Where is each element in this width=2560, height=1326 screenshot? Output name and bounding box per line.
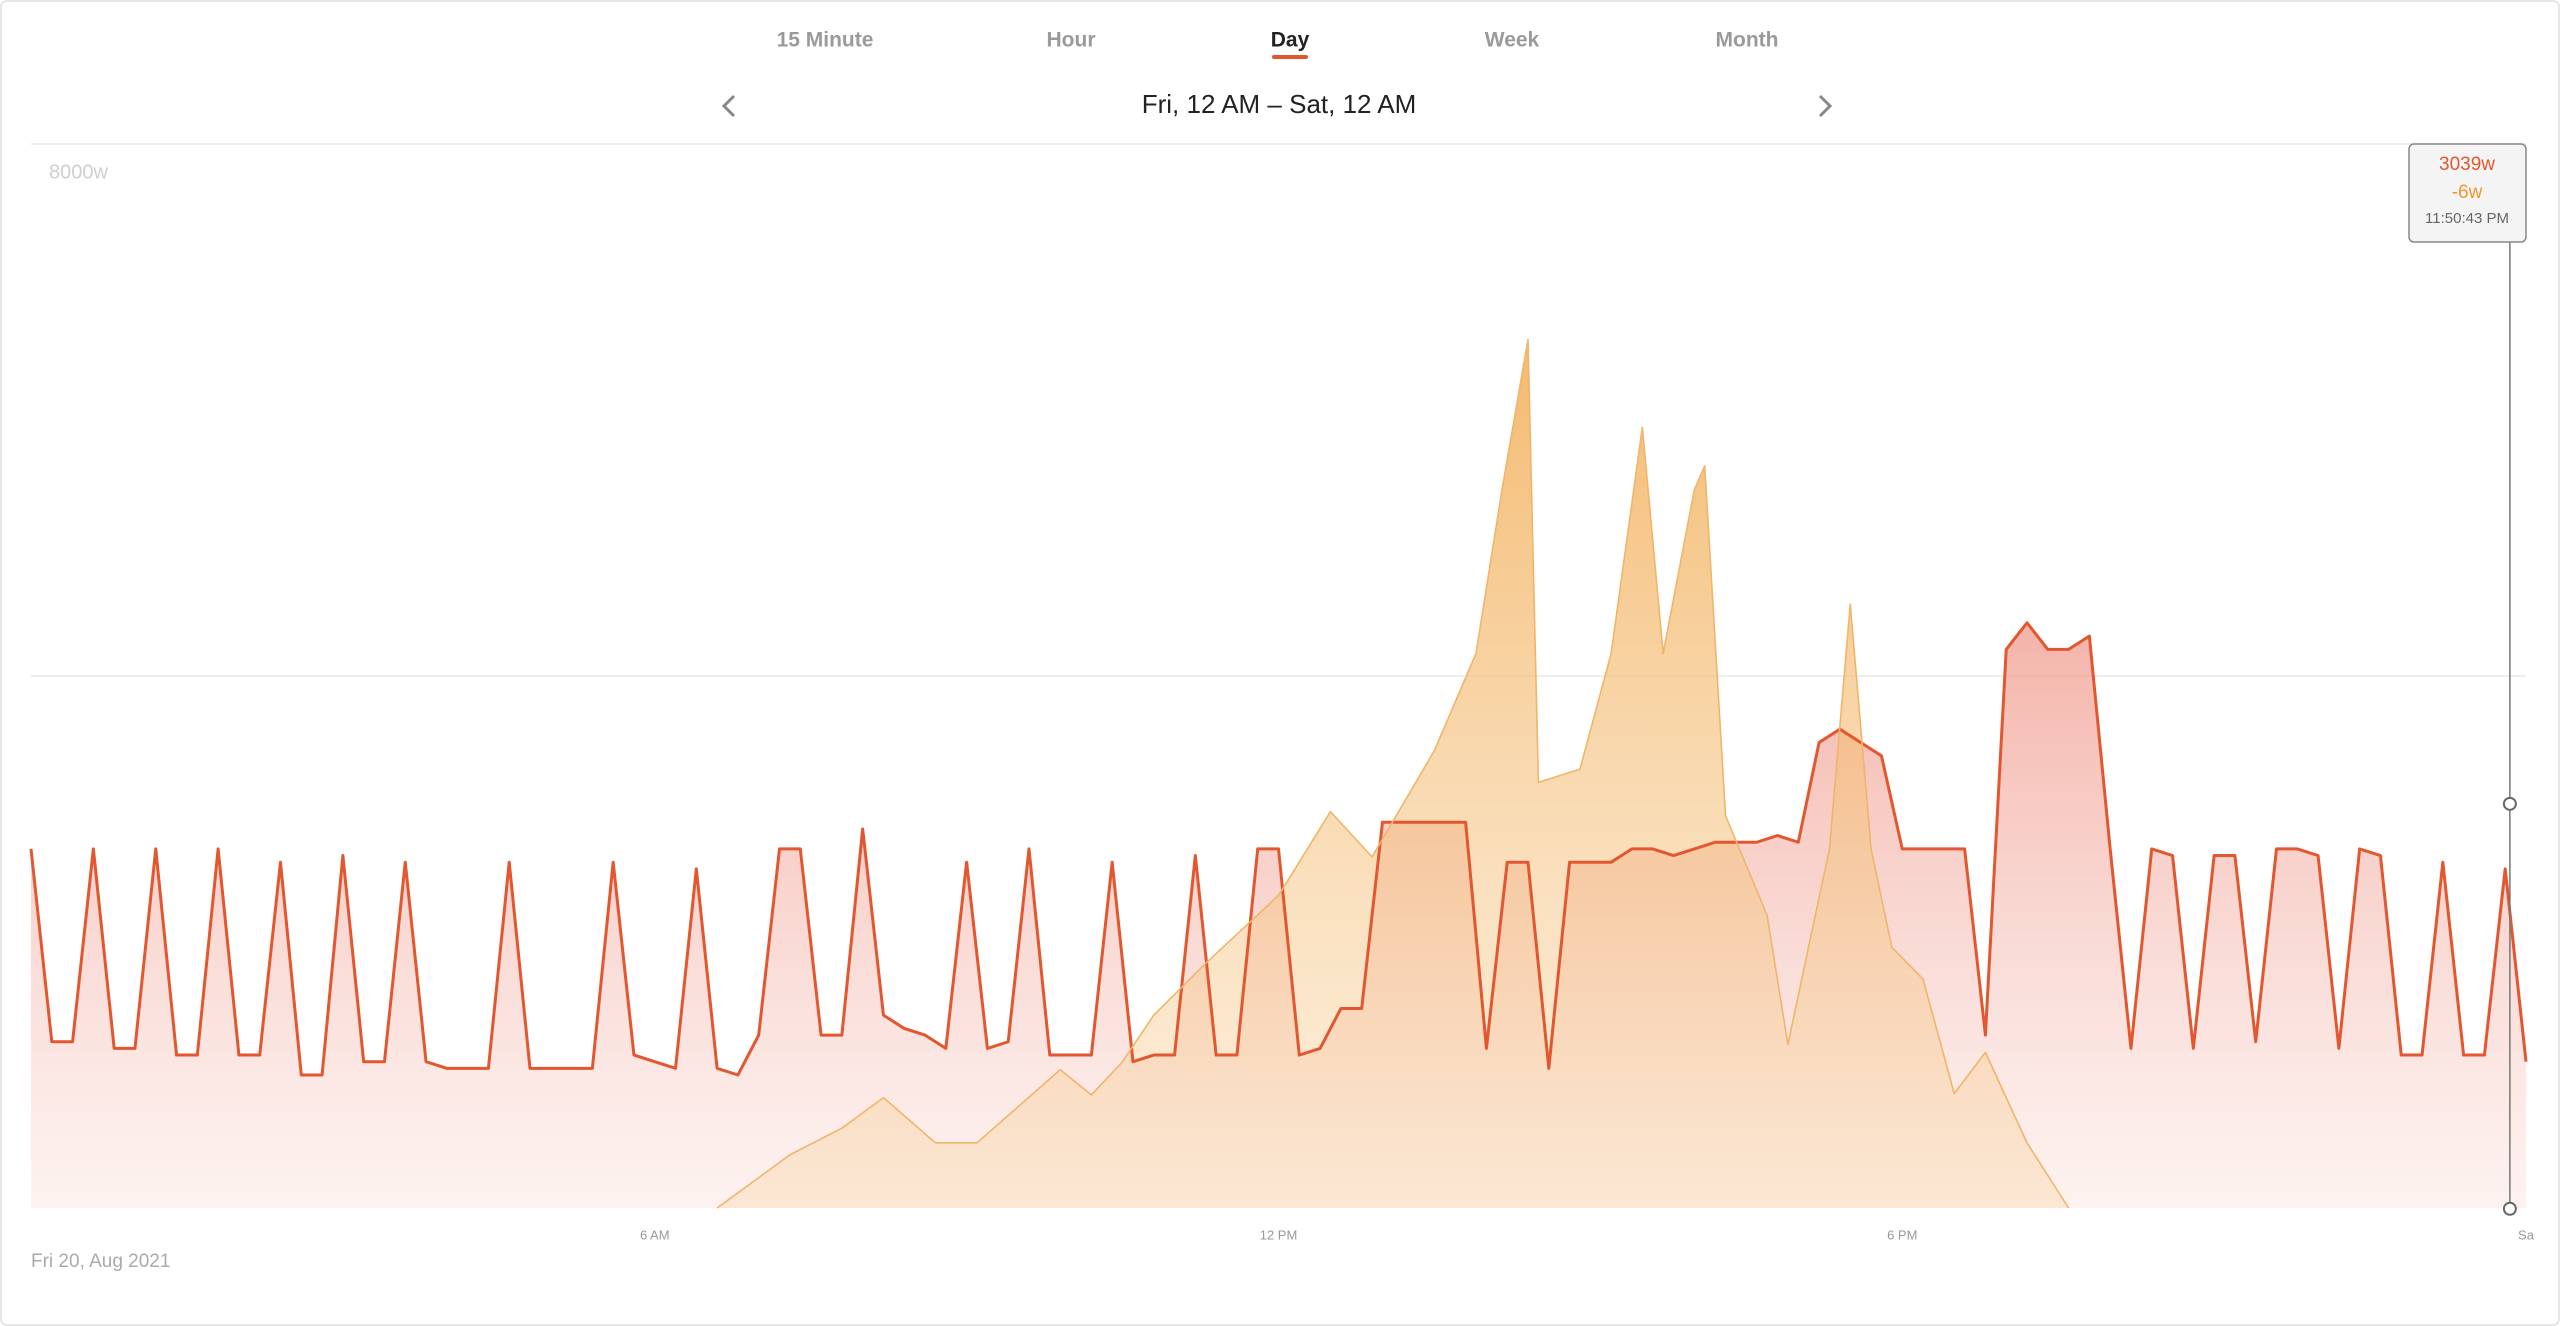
range-title: Fri, 12 AM – Sat, 12 AM xyxy=(1142,89,1417,119)
tooltip-value: 3039w xyxy=(2439,154,2495,175)
next-arrow[interactable] xyxy=(1818,94,1833,118)
tooltip-time: 11:50:43 PM xyxy=(2425,210,2509,227)
x-tick-label: 6 PM xyxy=(1887,1227,1917,1242)
date-label: Fri 20, Aug 2021 xyxy=(31,1251,170,1272)
x-tick-label: Sa xyxy=(2518,1227,2535,1242)
prev-arrow[interactable] xyxy=(721,94,736,118)
tab[interactable]: Month xyxy=(1716,29,1779,52)
tab[interactable]: Week xyxy=(1485,29,1540,52)
x-tick-label: 12 PM xyxy=(1260,1227,1298,1242)
cursor-point xyxy=(2502,1201,2517,1216)
tab[interactable]: Day xyxy=(1271,29,1310,52)
series-line xyxy=(716,338,2070,1209)
cursor-point xyxy=(2502,796,2517,811)
tab[interactable]: 15 Minute xyxy=(777,29,874,52)
tooltip-value: -6w xyxy=(2452,182,2483,203)
tab-bar: 15 Minute Hour Day Week Month xyxy=(777,29,1779,59)
series-line xyxy=(29,621,2528,1077)
series-area xyxy=(717,339,2069,1208)
tab[interactable]: Hour xyxy=(1047,29,1096,52)
y-tick-label: 8000w xyxy=(49,161,108,183)
tab-underline xyxy=(1272,55,1308,59)
tooltip xyxy=(2408,143,2527,243)
x-tick-label: 6 AM xyxy=(640,1227,670,1242)
